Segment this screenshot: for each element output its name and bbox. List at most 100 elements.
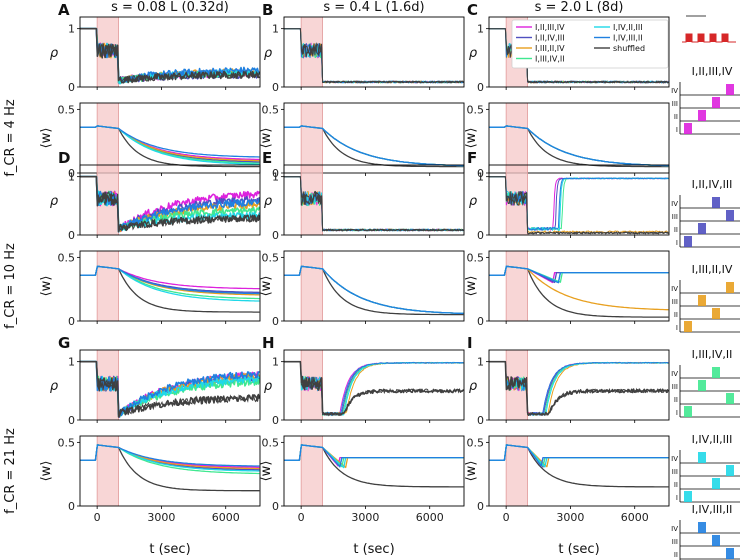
legend-label-0: I,II,III,IV	[535, 23, 565, 32]
series-H-rho-shuffled-top	[284, 361, 464, 417]
panel-E-w: 0 0.5 ⟨w⟩	[259, 250, 465, 328]
xtick-label-I-0: 0	[503, 511, 510, 524]
ytick-label-D-w-1: 0.5	[58, 251, 76, 264]
panel-letter-B: B	[262, 1, 273, 19]
frame-B-w	[283, 102, 465, 174]
stim-window-I-w	[506, 436, 528, 506]
series-I-rho-shuffled-top	[489, 361, 669, 416]
ylabel-w-F: ⟨w⟩	[464, 276, 479, 297]
frame-E-rho	[283, 164, 465, 236]
panel-letter-H: H	[262, 334, 275, 352]
ylabel-rho-F: ρ	[469, 194, 478, 209]
panel-C-w: 0 0.5 ⟨w⟩	[464, 102, 670, 180]
series-G-rho-I-IV-II-III	[80, 360, 261, 418]
sequence-4-region-2: II	[674, 481, 678, 489]
sequence-4-pulse-1	[698, 452, 706, 463]
ytick-label-B-w-0: 0	[272, 167, 279, 180]
series-F-w-I-IV-III-II	[489, 265, 669, 284]
ytick-label-C-w-1: 0.5	[467, 103, 485, 116]
ylabel-w-I: ⟨w⟩	[464, 461, 479, 482]
ytick-label-F-rho-0: 0	[477, 229, 484, 242]
frame-A-w	[79, 102, 261, 174]
ylabel-w-H: ⟨w⟩	[259, 461, 274, 482]
stim-window-H-w	[301, 436, 323, 506]
legend-label-4: I,III,II,IV	[535, 44, 565, 53]
ytick-label-D-w-0: 0	[68, 315, 75, 328]
sequence-2-region-3: I	[676, 324, 678, 332]
ylabel-w-C: ⟨w⟩	[464, 128, 479, 149]
panel-letter-E: E	[262, 149, 272, 167]
ylabel-rho-G: ρ	[50, 379, 59, 394]
xtick-label-I-2: 6000	[621, 511, 649, 524]
panel-I-w: 0 0.5 0 3000 6000 ⟨w⟩	[464, 435, 670, 524]
ylabel-rho-I: ρ	[469, 379, 478, 394]
sequence-1-pulse-0	[684, 236, 692, 247]
panel-F-rho: 01ρ	[469, 164, 670, 242]
ytick-label-I-w-0: 0	[477, 500, 484, 513]
sequence-4-region-3: I	[676, 494, 678, 502]
ytick-label-I-rho-0: 0	[477, 414, 484, 427]
xtick-label-G-1: 3000	[147, 511, 175, 524]
frame-A-rho	[79, 16, 261, 88]
t-intra-pulse-2	[710, 34, 716, 42]
ytick-label-F-w-1: 0.5	[467, 251, 485, 264]
sequence-0-pulse-1	[698, 110, 706, 121]
ylabel-rho-A: ρ	[50, 46, 59, 61]
sequence-0-region-1: III	[672, 100, 678, 108]
frame-I-w	[488, 435, 670, 507]
series-E-w-I-IV-III-II	[284, 265, 464, 315]
stim-window-E-w	[301, 251, 323, 321]
ytick-label-H-rho-1: 1	[272, 356, 279, 369]
ylabel-rho-B: ρ	[264, 46, 273, 61]
panel-letter-F: F	[467, 149, 477, 167]
ytick-label-A-w-0: 0	[68, 167, 75, 180]
series-F-rho-shuffled-top	[489, 176, 669, 235]
stim-window-G-w	[97, 436, 119, 506]
legend-label-2: I,II,IV,III	[535, 34, 565, 43]
ytick-label-E-rho-1: 1	[272, 171, 279, 184]
ytick-label-B-rho-0: 0	[272, 81, 279, 94]
ytick-label-C-rho-0: 0	[477, 81, 484, 94]
frame-F-w	[488, 250, 670, 322]
sequence-1-region-1: III	[672, 213, 678, 221]
xtick-label-H-1: 3000	[351, 511, 379, 524]
ytick-label-F-w-0: 0	[477, 315, 484, 328]
sequence-5-region-0: IV	[671, 525, 678, 533]
sequence-1-pulse-1	[698, 223, 706, 234]
panel-letter-G: G	[58, 334, 70, 352]
sequence-3-region-1: III	[672, 383, 678, 391]
xtick-label-I-1: 3000	[556, 511, 584, 524]
sequence-3-region-3: I	[676, 409, 678, 417]
series-I-w-I-IV-III-II	[489, 444, 669, 467]
sequence-2-pulse-3	[726, 282, 734, 293]
frame-D-w	[79, 250, 261, 322]
panel-A-rho: 0 1ρ	[50, 16, 261, 94]
frame-H-w	[283, 435, 465, 507]
sequence-0-region-3: I	[676, 126, 678, 134]
sequence-4-pulse-3	[726, 465, 734, 476]
stim-window-B-w	[301, 103, 323, 173]
sequence-5-pulse-1	[698, 522, 706, 533]
sequence-1-pulse-3	[726, 210, 734, 221]
series-C-w-I-IV-III-II	[489, 125, 669, 167]
sequence-title-2: I,III,II,IV	[692, 263, 733, 276]
panel-D-w: 0 0.5 ⟨w⟩	[39, 250, 261, 328]
xlabel-G: t (sec)	[149, 542, 190, 557]
sequence-5-region-2: II	[674, 551, 678, 559]
sequence-2-pulse-2	[712, 308, 720, 319]
t-intra-pulse-0	[686, 34, 692, 42]
column-title-2: s = 2.0 L (8d)	[535, 0, 624, 15]
sequence-5-pulse-2	[712, 535, 720, 546]
ytick-label-G-rho-0: 0	[68, 414, 75, 427]
ytick-label-E-w-0: 0	[272, 315, 279, 328]
panel-letter-A: A	[58, 1, 70, 19]
series-H-w-I-IV-III-II	[284, 444, 464, 468]
panel-B-rho: 0 1 ρ	[264, 16, 465, 94]
panel-D-rho: 01ρ	[50, 164, 261, 242]
sequence-title-4: I,IV,II,III	[692, 433, 733, 446]
series-F-rho-I-IV-III-II	[489, 176, 669, 231]
ytick-label-D-rho-1: 1	[68, 171, 75, 184]
